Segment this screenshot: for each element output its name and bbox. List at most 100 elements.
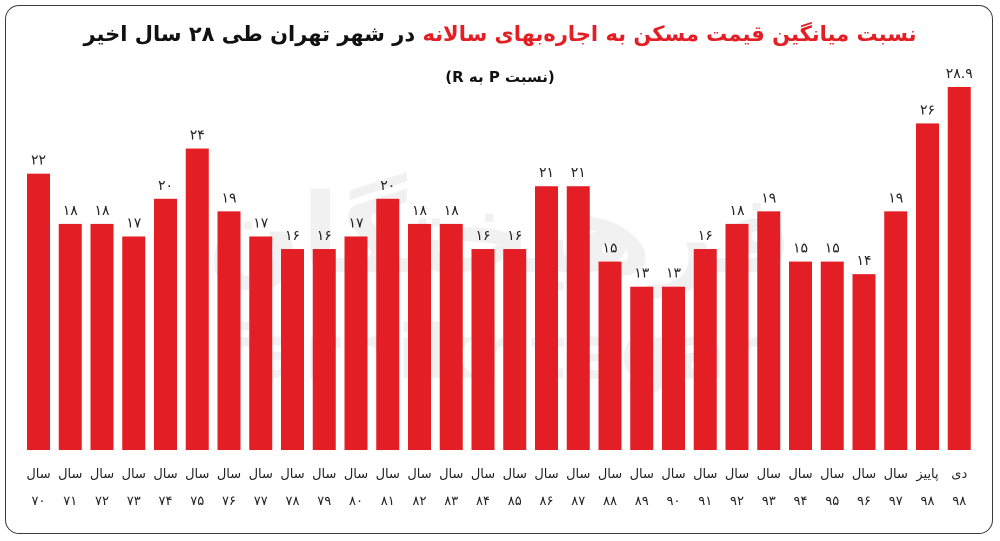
bar-23 <box>757 211 781 450</box>
category-label-7: سال <box>249 467 273 482</box>
bar-24 <box>789 261 812 450</box>
category-year-0: ۷۰ <box>32 494 46 509</box>
value-label-12: ۱۸ <box>412 203 428 219</box>
category-year-17: ۸۷ <box>571 494 585 509</box>
category-label-20: سال <box>661 467 685 482</box>
category-year-19: ۸۹ <box>635 494 649 509</box>
category-year-26: ۹۶ <box>857 494 871 509</box>
bar-6 <box>217 211 241 450</box>
category-label-4: سال <box>153 467 177 482</box>
category-year-2: ۷۲ <box>95 494 109 509</box>
value-label-7: ۱۷ <box>253 215 269 231</box>
category-label-11: سال <box>376 467 400 482</box>
bar-9 <box>312 249 336 450</box>
category-label-28: پاییز <box>915 467 939 482</box>
bar-11 <box>376 198 400 450</box>
category-year-5: ۷۵ <box>190 494 204 509</box>
value-label-18: ۱۵ <box>602 241 617 257</box>
category-year-28: ۹۸ <box>921 494 935 509</box>
chart-title-rest: در شهر تهران طی ۲۸ سال اخیر <box>83 22 423 46</box>
category-label-21: سال <box>693 467 717 482</box>
value-label-14: ۱۶ <box>475 228 490 244</box>
category-year-7: ۷۷ <box>254 494 268 509</box>
value-label-6: ۱۹ <box>221 190 236 206</box>
value-label-10: ۱۷ <box>348 215 364 231</box>
bar-27 <box>884 211 908 450</box>
category-year-11: ۸۱ <box>381 494 395 509</box>
category-year-9: ۷۹ <box>317 494 331 509</box>
category-label-2: سال <box>90 467 114 482</box>
bar-13 <box>439 223 463 450</box>
bar-16 <box>535 186 558 450</box>
bar-2 <box>90 223 114 450</box>
bar-12 <box>408 223 431 450</box>
value-label-3: ۱۷ <box>126 215 142 231</box>
category-year-18: ۸۸ <box>603 494 617 509</box>
value-label-24: ۱۵ <box>793 241 808 257</box>
bar-20 <box>662 286 685 450</box>
category-year-25: ۹۵ <box>825 494 839 509</box>
category-year-12: ۸۲ <box>413 494 427 509</box>
category-year-24: ۹۴ <box>794 494 808 509</box>
category-year-16: ۸۶ <box>540 494 554 509</box>
bar-25 <box>820 261 844 450</box>
value-label-1: ۱۸ <box>63 203 79 219</box>
bar-0 <box>27 173 50 450</box>
value-label-16: ۲۱ <box>539 165 554 181</box>
value-label-21: ۱۶ <box>698 228 713 244</box>
value-label-11: ۲۰ <box>380 178 395 194</box>
chart-subtitle: (نسبت P به R) <box>445 68 555 86</box>
category-label-3: سال <box>122 467 146 482</box>
value-label-8: ۱۶ <box>285 228 300 244</box>
category-label-6: سال <box>217 467 241 482</box>
category-year-15: ۸۵ <box>508 494 522 509</box>
value-label-17: ۲۱ <box>571 165 586 181</box>
value-label-20: ۱۳ <box>666 266 682 282</box>
bar-28 <box>916 123 939 451</box>
category-label-0: سال <box>26 467 50 482</box>
category-year-27: ۹۷ <box>889 494 903 509</box>
category-year-4: ۷۴ <box>159 494 173 509</box>
bar-17 <box>566 186 590 450</box>
value-label-27: ۱۹ <box>888 190 903 206</box>
value-label-29: ۲۸.۹ <box>946 66 973 82</box>
category-label-23: سال <box>757 467 781 482</box>
bar-22 <box>725 223 749 450</box>
category-label-29: دی <box>951 467 967 482</box>
category-label-26: سال <box>852 467 876 482</box>
bar-4 <box>154 198 177 450</box>
bar-1 <box>58 223 82 450</box>
value-label-4: ۲۰ <box>158 178 173 194</box>
category-label-22: سال <box>725 467 749 482</box>
category-label-24: سال <box>788 467 812 482</box>
bar-5 <box>185 148 209 451</box>
category-year-3: ۷۳ <box>127 494 141 509</box>
category-year-6: ۷۶ <box>222 494 236 509</box>
bar-26 <box>852 274 876 450</box>
category-year-10: ۸۰ <box>349 494 363 509</box>
bar-15 <box>503 249 527 450</box>
bar-18 <box>598 261 622 450</box>
bar-14 <box>471 249 495 450</box>
category-year-8: ۷۸ <box>286 494 300 509</box>
category-label-16: سال <box>534 467 558 482</box>
bar-8 <box>281 249 304 450</box>
value-label-28: ۲۶ <box>920 102 935 118</box>
category-year-1: ۷۱ <box>63 494 77 509</box>
category-label-10: سال <box>344 467 368 482</box>
value-label-13: ۱۸ <box>444 203 460 219</box>
bar-7 <box>249 236 273 450</box>
category-label-19: سال <box>630 467 654 482</box>
category-year-23: ۹۳ <box>762 494 776 509</box>
chart-title: نسبت میانگین قیمت مسکن به اجاره‌بهای سال… <box>0 22 1000 46</box>
bar-29 <box>947 87 971 450</box>
category-label-1: سال <box>58 467 82 482</box>
category-label-8: سال <box>280 467 304 482</box>
category-year-20: ۹۰ <box>667 494 681 509</box>
value-label-23: ۱۹ <box>761 190 776 206</box>
category-label-14: سال <box>471 467 495 482</box>
category-year-21: ۹۱ <box>698 494 712 509</box>
category-label-12: سال <box>407 467 431 482</box>
category-label-13: سال <box>439 467 463 482</box>
